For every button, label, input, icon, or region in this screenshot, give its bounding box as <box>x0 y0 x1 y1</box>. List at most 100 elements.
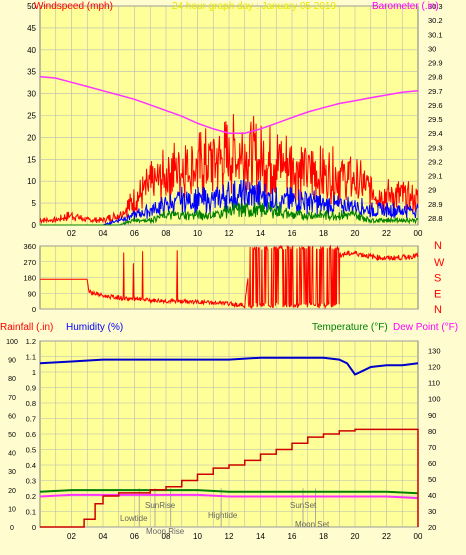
humidity-y-tick-label: 10 <box>8 506 16 513</box>
rainfall-series <box>40 428 419 528</box>
wind-gust-series <box>39 113 419 225</box>
rain-y-tick-label: 0.9 <box>26 384 36 393</box>
barometer-y-tick-label: 28.9 <box>428 200 443 209</box>
direction-y-tick-label: 0 <box>32 305 36 314</box>
humidity-y-tick-label: 90 <box>8 358 16 365</box>
panel1-x-tick-label: 02 <box>67 229 76 238</box>
humidity-y-tick-label: 100 <box>6 339 18 346</box>
compass-letter: N <box>434 240 442 252</box>
dewpoint-axis-title: Dew Point (°F) <box>393 322 458 333</box>
barometer-y-tick-label: 30.2 <box>428 16 443 25</box>
rain-y-tick-label: 1.2 <box>26 337 36 346</box>
wind-y-tick-label: 40 <box>27 46 36 55</box>
panel1-x-tick-label: 04 <box>99 229 108 238</box>
wind-y-tick-label: 20 <box>27 133 36 142</box>
panel3-x-tick-label: 16 <box>288 532 297 541</box>
dewpoint-series <box>39 493 419 500</box>
panel3-x-tick-label: 00 <box>414 532 423 541</box>
temperature-y-tick-label: 100 <box>428 395 441 404</box>
temperature-y-tick-label: 60 <box>428 459 436 468</box>
barometer-y-tick-label: 29.2 <box>428 157 443 166</box>
barometer-y-tick-label: 29.9 <box>428 59 443 68</box>
direction-y-tick-label: 270 <box>23 258 36 267</box>
panel1-x-tick-label: 06 <box>130 229 139 238</box>
humidity-y-tick-label: 60 <box>8 413 16 420</box>
temperature-y-tick-label: 40 <box>428 491 436 500</box>
wind-y-tick-label: 0 <box>32 221 37 230</box>
direction-y-tick-label: 180 <box>23 274 36 283</box>
wind-wind-series <box>40 202 419 226</box>
wind-y-tick-label: 10 <box>27 177 36 186</box>
panel1-x-tick-label: 10 <box>193 229 202 238</box>
humidity-series <box>39 356 419 376</box>
temperature-y-tick-label: 80 <box>428 427 436 436</box>
event-label: Moon Rise <box>146 527 185 536</box>
panel3-x-tick-label: 04 <box>99 532 108 541</box>
rain-y-tick-label: 1.1 <box>26 353 36 362</box>
panel1-x-tick-label: 08 <box>162 229 171 238</box>
humidity-y-tick-label: 20 <box>8 488 16 495</box>
direction-y-tick-label: 90 <box>28 289 36 298</box>
wind-y-tick-label: 15 <box>27 155 36 164</box>
barometer-y-tick-label: 29.1 <box>428 172 443 181</box>
panel3-x-tick-label: 14 <box>256 532 265 541</box>
barometer-y-tick-label: 29.3 <box>428 143 443 152</box>
panel1-x-tick-label: 20 <box>351 229 360 238</box>
humidity-y-tick-label: 30 <box>8 469 16 476</box>
panel1-title: 24 hour graph day : January 05 2019 <box>172 1 336 12</box>
temperature-y-tick-label: 120 <box>428 363 441 372</box>
panel1-x-tick-label: 16 <box>288 229 297 238</box>
temperature-y-tick-label: 70 <box>428 443 436 452</box>
compass-letter: N <box>434 304 442 316</box>
temperature-series <box>39 489 419 495</box>
rain-y-tick-label: 0 <box>32 523 36 532</box>
panel3-x-tick-label: 02 <box>67 532 76 541</box>
barometer-y-tick-label: 29.6 <box>428 101 443 110</box>
humidity-y-tick-label: 80 <box>8 376 16 383</box>
panel1-x-tick-label: 22 <box>382 229 391 238</box>
humidity-y-tick-label: 40 <box>8 451 16 458</box>
barometer-y-tick-label: 29.5 <box>428 115 443 124</box>
panel3-x-tick-label: 08 <box>162 532 171 541</box>
barometer-y-tick-label: 29.4 <box>428 129 443 138</box>
panel1-x-tick-label: 12 <box>225 229 234 238</box>
temperature-y-tick-label: 130 <box>428 347 441 356</box>
rain-y-tick-label: 0.7 <box>26 415 36 424</box>
wind-y-tick-label: 50 <box>27 2 36 11</box>
event-label: Lowtide <box>120 514 148 523</box>
barometer-axis-title: Barometer (.in) <box>372 1 439 12</box>
panel1-x-tick-label: 00 <box>414 229 423 238</box>
rain-y-tick-label: 0.2 <box>26 492 36 501</box>
panel1-x-tick-label: 18 <box>319 229 328 238</box>
barometer-y-tick-label: 28.8 <box>428 214 443 223</box>
event-label: SunSet <box>290 501 317 510</box>
rain-y-tick-label: 0.4 <box>26 461 36 470</box>
panel3-x-tick-label: 10 <box>193 532 202 541</box>
rainfall-axis-title: Rainfall (.in) <box>0 322 53 333</box>
wind-direction-series <box>40 244 419 310</box>
temperature-y-tick-label: 20 <box>428 523 436 532</box>
barometer-y-tick-label: 30 <box>428 44 436 53</box>
barometer-series <box>39 75 419 134</box>
barometer-y-tick-label: 29.7 <box>428 87 443 96</box>
temperature-y-tick-label: 110 <box>428 379 440 388</box>
rain-y-tick-label: 0.8 <box>26 399 36 408</box>
temperature-y-tick-label: 30 <box>428 507 436 516</box>
barometer-y-tick-label: 30.3 <box>428 2 443 11</box>
rain-y-tick-label: 0.3 <box>26 477 36 486</box>
event-label: SunRise <box>145 501 176 510</box>
wind-y-tick-label: 45 <box>27 24 36 33</box>
event-label: Hightide <box>208 511 238 520</box>
rain-y-tick-label: 0.6 <box>26 430 36 439</box>
temperature-y-tick-label: 50 <box>428 475 436 484</box>
compass-letter: E <box>434 288 441 300</box>
rain-y-tick-label: 0.1 <box>26 508 36 517</box>
humidity-y-tick-label: 0 <box>10 525 14 532</box>
event-label: Moon Set <box>295 520 330 529</box>
temperature-axis-title: Temperature (°F) <box>312 322 388 333</box>
humidity-y-tick-label: 70 <box>8 395 16 402</box>
panel3-x-tick-label: 06 <box>130 532 139 541</box>
panel3-x-tick-label: 22 <box>382 532 391 541</box>
compass-letter: S <box>434 273 441 285</box>
